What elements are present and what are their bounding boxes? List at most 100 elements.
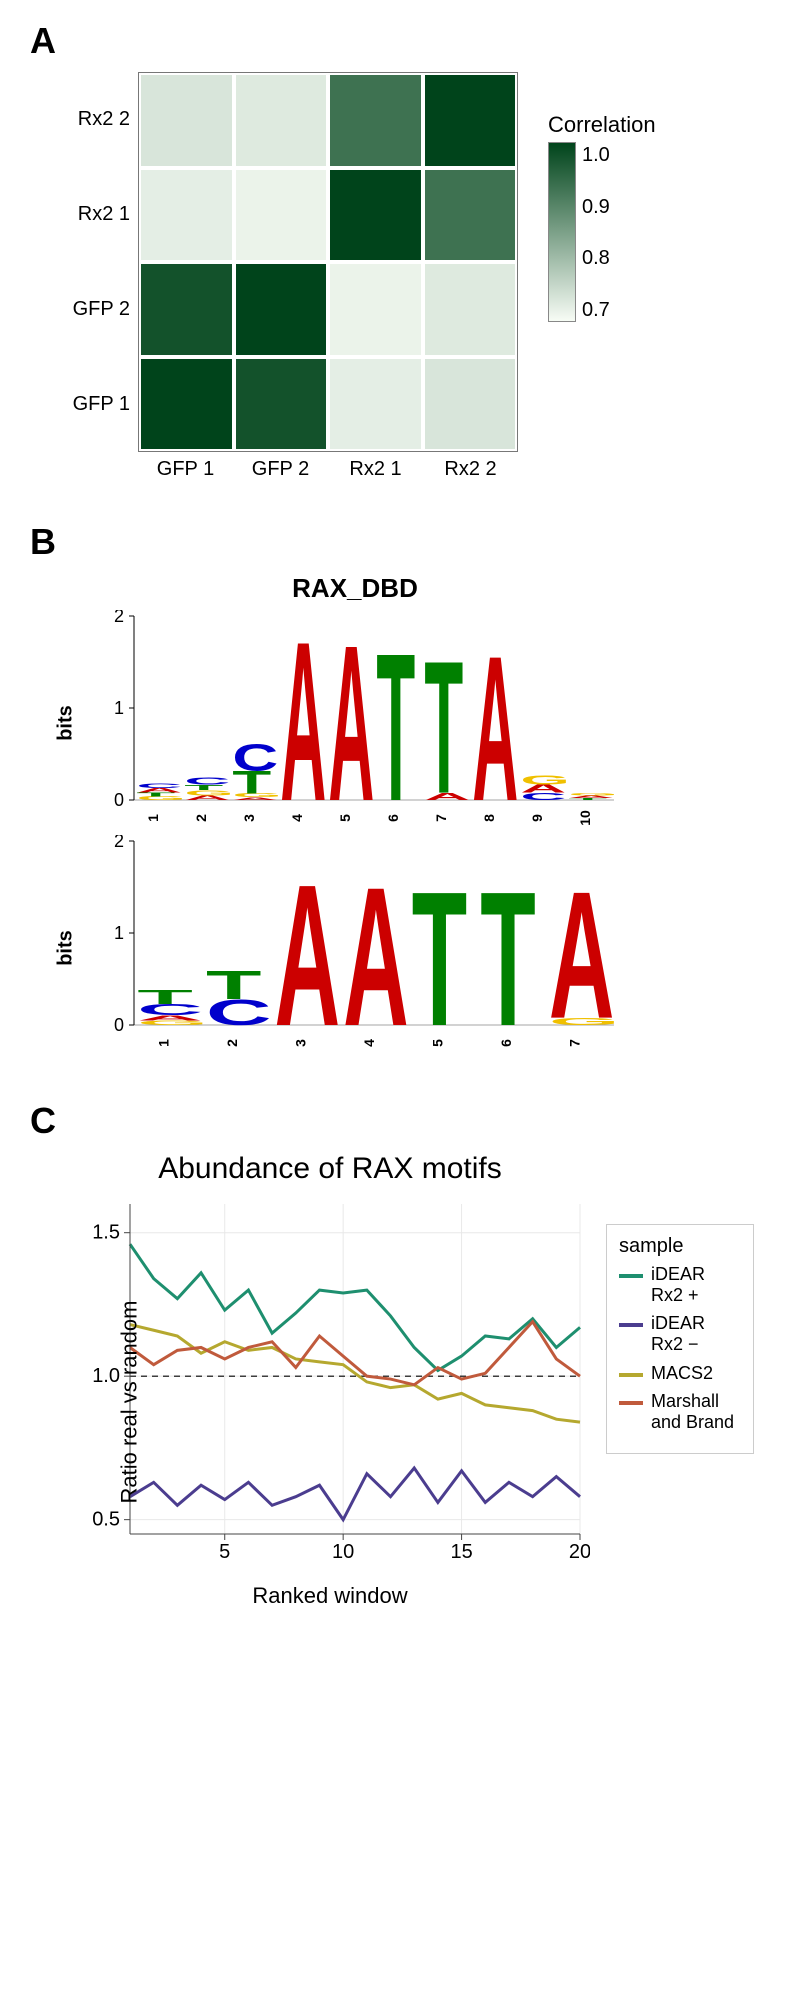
svg-text:A: A [549, 854, 615, 1055]
panel-b: B RAX_DBD bits012GTAC1AGTC2AGTC3A4A5T6AT… [30, 521, 763, 1060]
logos-container: bits012GTAC1AGTC2AGTC3A4A5T6AT7A8CAG9TAG… [90, 610, 763, 1060]
heatmap-grid [138, 72, 518, 452]
panel-c-label: C [30, 1100, 763, 1142]
heatmap-xlabel: Rx2 1 [328, 452, 423, 481]
heatmap-cell [234, 73, 329, 168]
logo-y-label: bits [54, 930, 77, 966]
svg-text:C: C [136, 782, 182, 789]
svg-text:5: 5 [219, 1541, 230, 1563]
svg-text:T: T [424, 621, 463, 830]
svg-text:7: 7 [567, 1039, 583, 1047]
heatmap-ylabel: GFP 1 [60, 357, 130, 452]
gradient-bar [548, 142, 576, 322]
heatmap-cell [423, 168, 518, 263]
svg-text:3: 3 [241, 814, 257, 822]
svg-text:2: 2 [193, 814, 209, 822]
gradient-tick: 0.8 [582, 247, 610, 270]
heatmap-ylabel: Rx2 2 [60, 72, 130, 167]
panel-a-content: Rx2 2Rx2 1GFP 2GFP 1 GFP 1GFP 2Rx2 1Rx2 … [60, 72, 763, 481]
heatmap-cell [328, 262, 423, 357]
gradient-tick: 0.7 [582, 299, 610, 322]
svg-text:15: 15 [450, 1541, 472, 1563]
svg-text:9: 9 [529, 814, 545, 822]
series-line [130, 1325, 580, 1423]
svg-text:T: T [480, 851, 535, 1055]
heatmap-xlabel: GFP 2 [233, 452, 328, 481]
gradient-labels: 1.00.90.80.7 [582, 142, 610, 322]
svg-text:C: C [232, 737, 278, 779]
legend-text: iDEAR Rx2 − [651, 1313, 741, 1354]
svg-text:T: T [206, 962, 261, 1008]
panel-c-xlabel: Ranked window [70, 1583, 590, 1609]
panel-c-row: Ratio real vs random 51015200.51.01.5 Ra… [70, 1194, 763, 1609]
svg-text:1: 1 [114, 923, 124, 943]
svg-text:1: 1 [145, 814, 161, 822]
heatmap-cell [328, 168, 423, 263]
svg-text:A: A [328, 610, 374, 830]
heatmap-cell [139, 357, 234, 452]
correlation-legend: Correlation 1.00.90.80.7 [548, 112, 656, 322]
svg-text:0.5: 0.5 [92, 1509, 120, 1531]
panel-c-ylabel: Ratio real vs random [116, 1300, 142, 1503]
heatmap-ylabel: Rx2 1 [60, 167, 130, 262]
panel-c-title: Abundance of RAX motifs [70, 1152, 590, 1186]
svg-text:T: T [137, 985, 192, 1008]
heatmap-column: Rx2 2Rx2 1GFP 2GFP 1 GFP 1GFP 2Rx2 1Rx2 … [60, 72, 518, 481]
svg-text:20: 20 [569, 1541, 590, 1563]
heatmap-cell [423, 357, 518, 452]
legend-items: iDEAR Rx2 + iDEAR Rx2 − MACS2 Marshall and … [619, 1264, 741, 1433]
panel-a-label: A [30, 20, 763, 62]
heatmap-xlabel: Rx2 2 [423, 452, 518, 481]
svg-text:10: 10 [332, 1541, 354, 1563]
svg-text:A: A [280, 610, 326, 830]
svg-text:1: 1 [155, 1039, 171, 1047]
correlation-legend-row: 1.00.90.80.7 [548, 142, 656, 322]
legend-item: Marshall and Brand [619, 1391, 741, 1432]
svg-text:A: A [275, 843, 341, 1055]
heatmap-xlabel: GFP 1 [138, 452, 233, 481]
svg-text:C: C [184, 775, 230, 786]
legend-swatch [619, 1323, 643, 1327]
heatmap-wrapper: Rx2 2Rx2 1GFP 2GFP 1 [60, 72, 518, 452]
svg-text:A: A [472, 613, 518, 830]
legend-text: iDEAR Rx2 + [651, 1264, 741, 1305]
heatmap-cell [423, 73, 518, 168]
sequence-logo: bits012GACT1CT2A3A4T5T6GA7 [90, 835, 620, 1060]
legend-item: MACS2 [619, 1363, 741, 1384]
svg-text:0: 0 [114, 1015, 124, 1035]
heatmap-cell [328, 357, 423, 452]
legend-text: MACS2 [651, 1363, 713, 1384]
panel-b-title: RAX_DBD [90, 573, 620, 604]
svg-text:6: 6 [385, 814, 401, 822]
svg-text:7: 7 [433, 814, 449, 822]
svg-text:10: 10 [577, 810, 593, 826]
heatmap-cell [328, 73, 423, 168]
legend-swatch [619, 1401, 643, 1405]
svg-text:2: 2 [224, 1039, 240, 1047]
svg-text:4: 4 [361, 1039, 377, 1047]
svg-text:T: T [412, 851, 467, 1055]
heatmap-cell [234, 357, 329, 452]
heatmap-cell [234, 168, 329, 263]
gradient-tick: 0.9 [582, 196, 610, 219]
series-line [130, 1322, 580, 1385]
logo-svg: 012GACT1CT2A3A4T5T6GA7 [90, 835, 620, 1055]
heatmap-cell [423, 262, 518, 357]
legend-item: iDEAR Rx2 + [619, 1264, 741, 1305]
panel-c: C Abundance of RAX motifs Ratio real vs … [30, 1100, 763, 1609]
heatmap-x-axis: GFP 1GFP 2Rx2 1Rx2 2 [138, 452, 518, 481]
svg-text:1: 1 [114, 698, 124, 718]
heatmap-cell [234, 262, 329, 357]
legend-item: iDEAR Rx2 − [619, 1313, 741, 1354]
svg-text:8: 8 [481, 814, 497, 822]
svg-text:G: G [568, 792, 617, 796]
panel-c-chart: Ratio real vs random 51015200.51.01.5 Ra… [70, 1194, 590, 1609]
heatmap-cell [139, 262, 234, 357]
panel-b-content: RAX_DBD bits012GTAC1AGTC2AGTC3A4A5T6AT7A… [90, 573, 763, 1060]
heatmap-cell [139, 168, 234, 263]
sequence-logo: bits012GTAC1AGTC2AGTC3A4A5T6AT7A8CAG9TAG… [90, 610, 620, 835]
panel-c-legend: sample iDEAR Rx2 +iDEAR Rx2 −MACS2Marsha… [606, 1224, 754, 1454]
logo-svg: 012GTAC1AGTC2AGTC3A4A5T6AT7A8CAG9TAG10 [90, 610, 620, 830]
correlation-legend-title: Correlation [548, 112, 656, 138]
svg-text:2: 2 [114, 835, 124, 851]
